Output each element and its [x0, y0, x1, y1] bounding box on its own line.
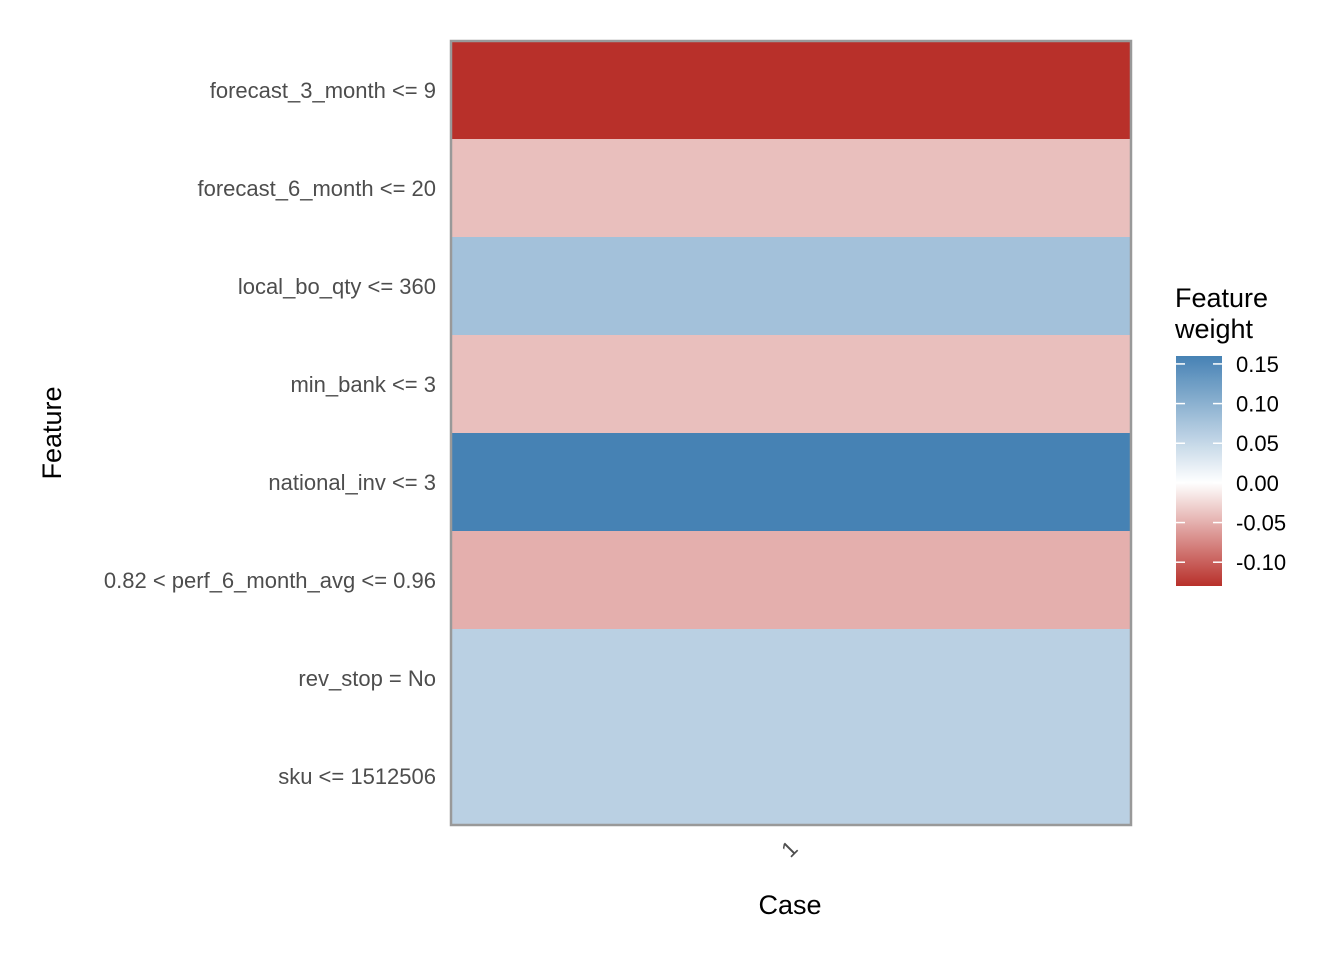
legend-tick-label: 0.15	[1236, 352, 1279, 377]
y-tick-label: forecast_3_month <= 9	[210, 78, 436, 103]
y-tick-label: national_inv <= 3	[268, 470, 436, 495]
legend-colorbar	[1176, 356, 1222, 586]
legend-tick-label: -0.10	[1236, 550, 1286, 575]
heatmap-tile	[451, 629, 1131, 728]
heatmap-tile	[451, 237, 1131, 336]
heatmap-tile	[451, 531, 1131, 630]
x-tick-labels: 1	[776, 836, 802, 862]
y-tick-label: sku <= 1512506	[278, 764, 436, 789]
heatmap-tile	[451, 727, 1131, 826]
y-axis-title: Feature	[37, 386, 67, 479]
legend-tick-label: 0.00	[1236, 471, 1279, 496]
tiles-layer	[451, 41, 1131, 826]
heatmap-tile	[451, 335, 1131, 434]
legend-ticks: 0.15 0.10 0.05 0.00 -0.05 -0.10	[1176, 352, 1286, 575]
legend-title-line2: weight	[1174, 314, 1254, 344]
x-tick-label: 1	[776, 836, 802, 862]
legend: Feature weight 0.15 0.10 0.05 0.00 -0.05 -0.1…	[1174, 283, 1286, 586]
y-tick-label: rev_stop = No	[298, 666, 436, 691]
heatmap-tile	[451, 139, 1131, 238]
x-axis-title: Case	[758, 890, 821, 920]
legend-tick-label: 0.10	[1236, 392, 1279, 417]
legend-tick-label: 0.05	[1236, 431, 1279, 456]
y-tick-label: local_bo_qty <= 360	[238, 274, 436, 299]
y-tick-label: min_bank <= 3	[290, 372, 436, 397]
y-tick-label: 0.82 < perf_6_month_avg <= 0.96	[104, 568, 436, 593]
legend-tick-label: -0.05	[1236, 511, 1286, 536]
panel-border	[449, 39, 1133, 827]
legend-title-line1: Feature	[1175, 283, 1268, 313]
heatmap-tile	[451, 433, 1131, 532]
y-tick-labels: forecast_3_month <= 9 forecast_6_month <=…	[104, 78, 436, 789]
heatmap-tile	[451, 41, 1131, 140]
y-tick-label: forecast_6_month <= 20	[198, 176, 437, 201]
